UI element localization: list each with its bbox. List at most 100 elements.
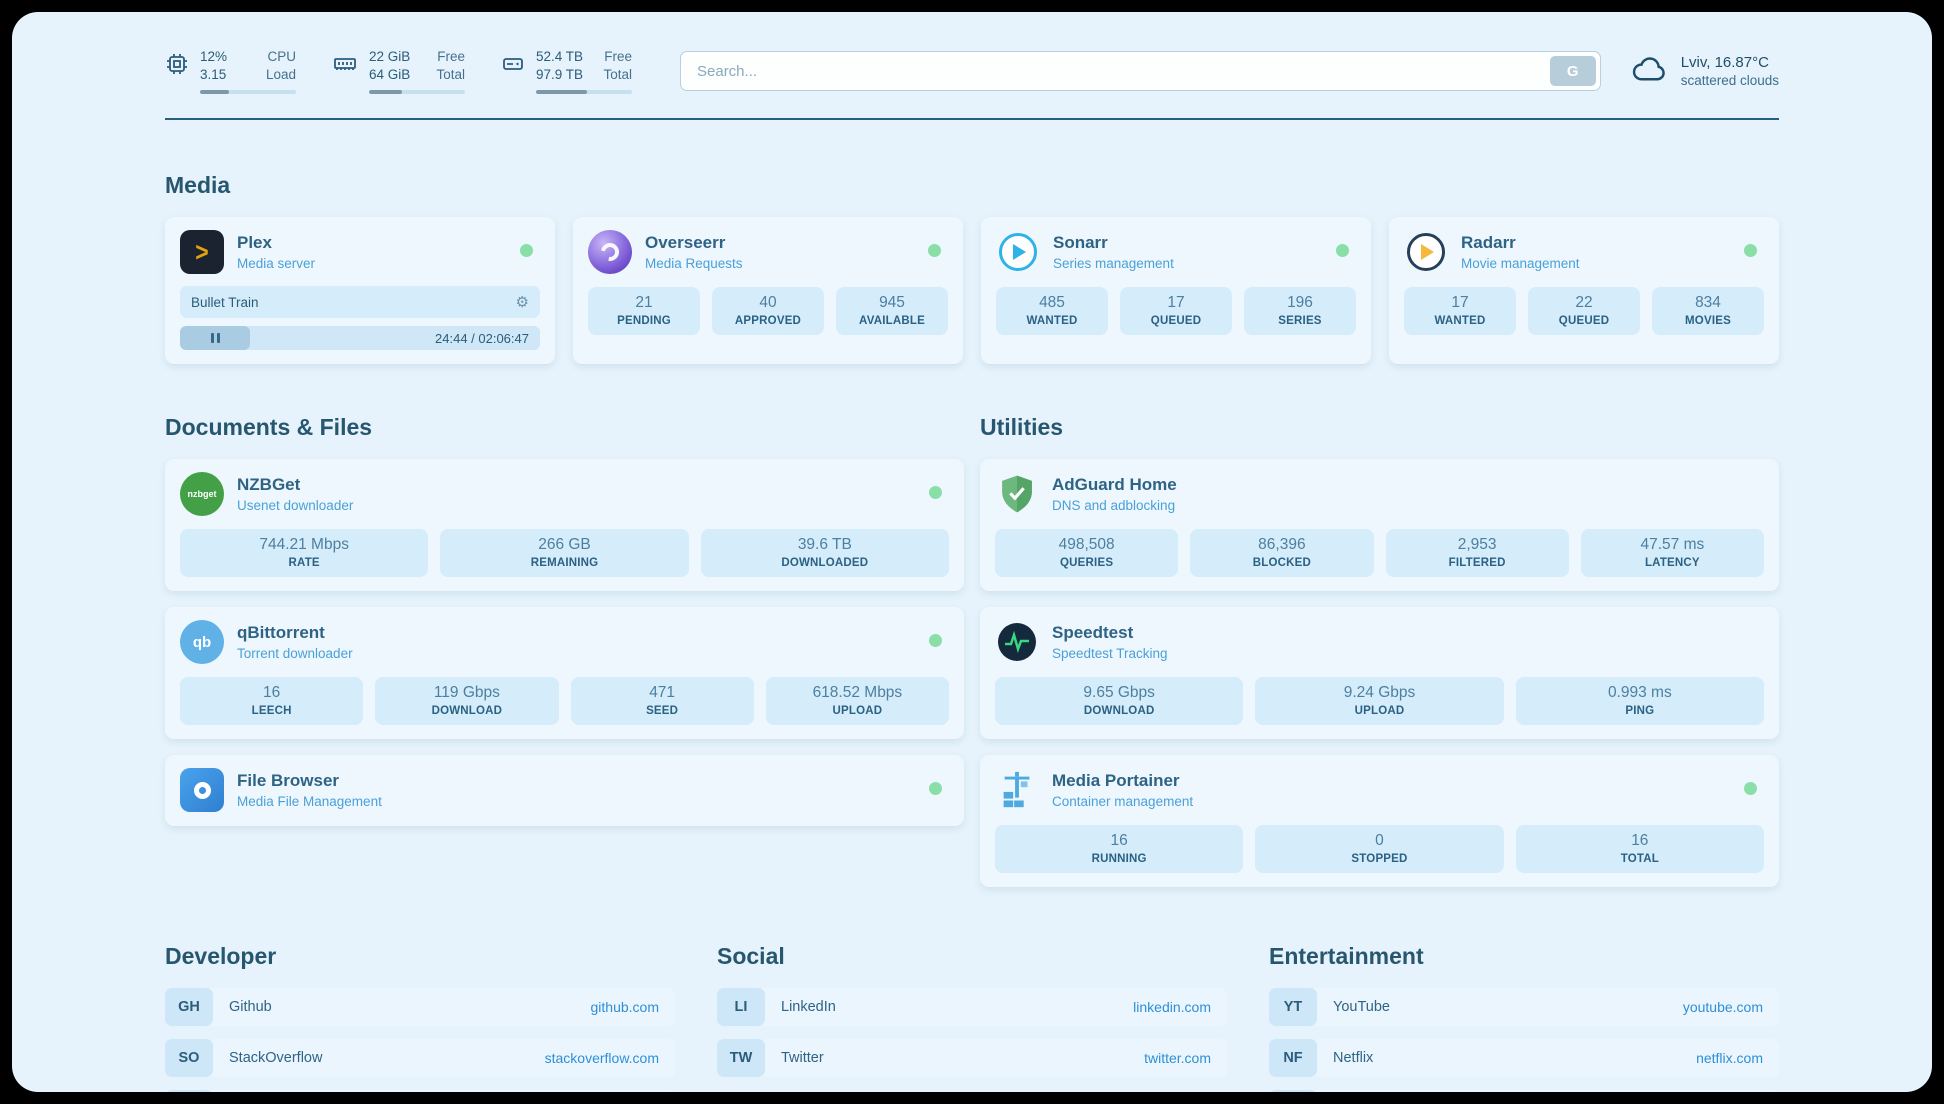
stat-box: 9.65 Gbps DOWNLOAD xyxy=(995,677,1244,726)
card-subtitle: Speedtest Tracking xyxy=(1052,646,1168,662)
ram-progress xyxy=(369,90,465,95)
bookmark-url: twitter.com xyxy=(1144,1050,1211,1067)
stat-box: 498,508 QUERIES xyxy=(995,529,1179,578)
bookmark-youtube[interactable]: YT YouTube youtube.com xyxy=(1269,988,1779,1027)
sonarr-card[interactable]: Sonarr Series management 485 WANTED 17 QUE… xyxy=(981,217,1371,365)
speedtest-card[interactable]: Speedtest Speedtest Tracking 9.65 Gbps DO… xyxy=(980,607,1779,740)
disk-progress xyxy=(536,90,632,95)
adguard-card[interactable]: AdGuard Home DNS and adblocking 498,508 Q… xyxy=(980,459,1779,592)
search-bar[interactable]: G xyxy=(680,51,1601,92)
disk-total-label: Total xyxy=(603,67,632,83)
cloud-icon xyxy=(1631,54,1669,89)
now-playing-title: Bullet Train xyxy=(191,294,259,310)
bookmark-linkedin[interactable]: LI LinkedIn linkedin.com xyxy=(717,988,1227,1027)
card-subtitle: Media Requests xyxy=(645,256,743,272)
bookmark-url: stackoverflow.com xyxy=(544,1050,659,1067)
status-dot xyxy=(1744,782,1757,796)
filebrowser-card[interactable]: File Browser Media File Management xyxy=(165,755,964,827)
portainer-logo-icon xyxy=(995,768,1039,812)
weather-location: Lviv, 16.87°C xyxy=(1680,54,1769,72)
stat-box: 16 RUNNING xyxy=(995,825,1244,874)
section-title-developer: Developer xyxy=(165,943,277,970)
section-title-media: Media xyxy=(165,172,231,199)
bookmark-abbr: GH xyxy=(165,988,213,1027)
stat-box: 485 WANTED xyxy=(996,287,1108,336)
ram-stat: 22 GiB Free 64 GiB Total xyxy=(332,48,465,95)
playback-progress-bar[interactable]: 24:44 / 02:06:47 xyxy=(180,326,540,351)
card-subtitle: Usenet downloader xyxy=(237,498,354,514)
system-stats: 12% CPU 3.15 Load 22 GiB Free 64 GiB Total xyxy=(165,48,632,95)
bookmark-abbr: LI xyxy=(717,988,765,1027)
card-title: Radarr xyxy=(1461,233,1516,253)
overseerr-card[interactable]: Overseerr Media Requests 21 PENDING 40 APP… xyxy=(573,217,963,365)
stat-box: 618.52 Mbps UPLOAD xyxy=(765,677,949,726)
adguard-logo-icon xyxy=(995,472,1039,516)
pause-icon[interactable] xyxy=(210,333,214,344)
bookmark-abbr: SO xyxy=(165,1039,213,1078)
bookmark-url: github.com xyxy=(590,999,659,1016)
ram-total-label: Total xyxy=(436,67,465,83)
radarr-logo-icon xyxy=(1404,230,1448,274)
bookmark-twitter[interactable]: TW Twitter twitter.com xyxy=(717,1039,1227,1078)
stat-box: 40 APPROVED xyxy=(712,287,824,336)
bookmarks-social: Social LI LinkedIn linkedin.com TW Twitt… xyxy=(717,943,1227,1092)
bookmark-name: DEV xyxy=(213,1090,622,1092)
portainer-card[interactable]: Media Portainer Container management 16 R… xyxy=(980,755,1779,888)
bookmark-url: dev.to xyxy=(622,1090,675,1092)
bookmark-abbr: YT xyxy=(1269,988,1317,1027)
disk-stat: 52.4 TB Free 97.9 TB Total xyxy=(501,48,632,95)
stat-box: 17 QUEUED xyxy=(1120,287,1232,336)
dashboard-panel: 12% CPU 3.15 Load 22 GiB Free 64 GiB Total xyxy=(12,12,1932,1092)
stat-box: 266 GB REMAINING xyxy=(440,529,689,578)
card-title: AdGuard Home xyxy=(1052,475,1177,495)
bookmarks: Developer GH Github github.com SO StackO… xyxy=(165,943,1779,1092)
stat-box: 86,396 BLOCKED xyxy=(1190,529,1374,578)
playback-time: 24:44 / 02:06:47 xyxy=(435,330,529,346)
cpu-load-label: Load xyxy=(265,67,296,83)
status-dot xyxy=(928,244,941,258)
bookmark-abbr: DT xyxy=(165,1090,213,1092)
settings-gear-icon[interactable]: ⚙ xyxy=(515,294,529,312)
bookmark-dev[interactable]: DT DEV dev.to xyxy=(165,1090,675,1092)
stat-box: 0 STOPPED xyxy=(1255,825,1504,874)
search-input[interactable] xyxy=(685,62,1550,80)
cpu-stat: 12% CPU 3.15 Load xyxy=(165,48,296,95)
plex-card[interactable]: > Plex Media server Bullet Train ⚙ 24:44… xyxy=(165,217,555,365)
playback-progress-fill xyxy=(180,326,251,351)
disk-free: 52.4 TB xyxy=(536,49,584,64)
bookmark-url: reddit.com xyxy=(1698,1090,1779,1092)
bookmark-stackoverflow[interactable]: SO StackOverflow stackoverflow.com xyxy=(165,1039,675,1078)
ram-free-label: Free xyxy=(437,49,465,64)
weather-widget: Lviv, 16.87°C scattered clouds xyxy=(1631,54,1779,89)
bookmark-abbr: NF xyxy=(1269,1039,1317,1078)
bookmark-netflix[interactable]: NF Netflix netflix.com xyxy=(1269,1039,1779,1078)
search-provider-button[interactable]: G xyxy=(1549,56,1596,87)
card-title: Speedtest xyxy=(1052,623,1134,643)
bookmark-name: Github xyxy=(229,999,272,1016)
qbittorrent-card[interactable]: qb qBittorrent Torrent downloader 16 LEEC… xyxy=(165,607,964,740)
nzbget-card[interactable]: nzbget NZBGet Usenet downloader 744.21 M… xyxy=(165,459,964,592)
disk-free-label: Free xyxy=(604,49,632,64)
topbar-divider xyxy=(165,118,1779,121)
bookmark-name: Netflix xyxy=(1333,1050,1374,1067)
stat-box: 744.21 Mbps RATE xyxy=(180,529,429,578)
status-dot xyxy=(929,634,942,648)
radarr-card[interactable]: Radarr Movie management 17 WANTED 22 QUEUE… xyxy=(1389,217,1779,365)
bookmark-name: YouTube xyxy=(1333,999,1390,1016)
card-subtitle: Media File Management xyxy=(237,794,382,810)
ram-free: 22 GiB xyxy=(369,49,411,64)
bookmark-reddit[interactable]: RE Reddit reddit.com xyxy=(1269,1090,1779,1092)
disk-icon xyxy=(501,52,525,81)
card-subtitle: Container management xyxy=(1052,794,1194,810)
stat-box: 22 QUEUED xyxy=(1528,287,1640,336)
cpu-load: 3.15 xyxy=(200,67,227,83)
stat-box: 17 WANTED xyxy=(1404,287,1516,336)
card-subtitle: Media server xyxy=(237,256,316,272)
status-dot xyxy=(929,782,942,796)
status-dot xyxy=(929,486,942,500)
bookmark-github[interactable]: GH Github github.com xyxy=(165,988,675,1027)
section-title-social: Social xyxy=(717,943,785,970)
stat-box: 21 PENDING xyxy=(588,287,700,336)
plex-logo-icon: > xyxy=(180,230,224,275)
overseerr-logo-icon xyxy=(588,230,632,275)
